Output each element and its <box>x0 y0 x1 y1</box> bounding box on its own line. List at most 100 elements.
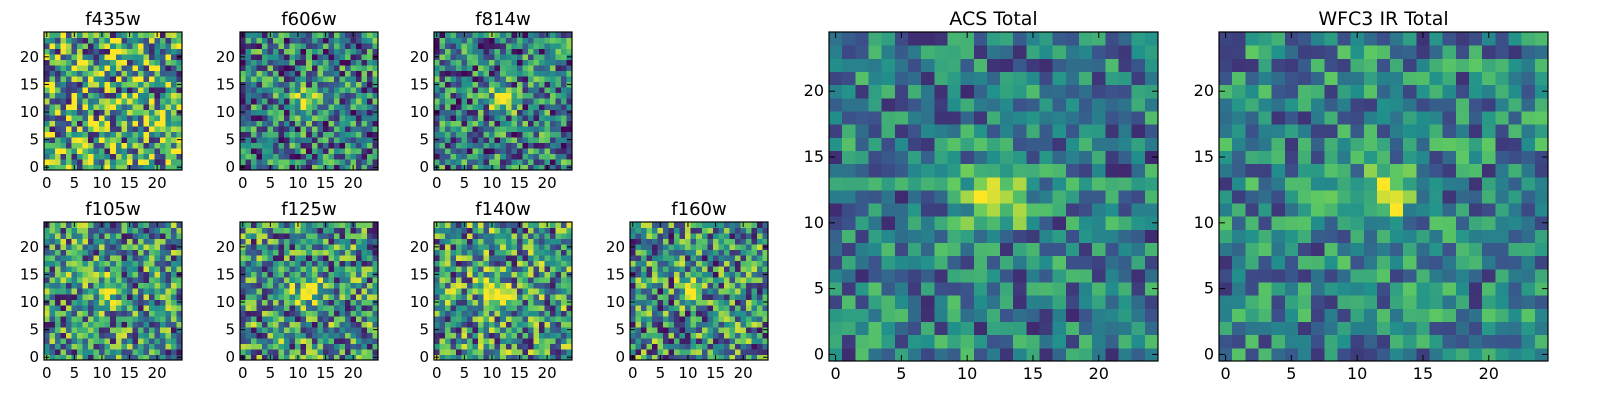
heatmap-cell <box>77 142 84 149</box>
heatmap-cell <box>165 260 172 267</box>
heatmap-cell <box>511 76 518 83</box>
heatmap-cell <box>159 337 166 344</box>
heatmap-cell <box>240 120 247 127</box>
heatmap-cell <box>60 142 67 149</box>
heatmap-cell <box>143 103 150 110</box>
heatmap-cell <box>317 136 324 143</box>
heatmap-cell <box>110 348 117 355</box>
heatmap-cell <box>1092 308 1106 323</box>
heatmap-cell <box>1079 229 1093 244</box>
heatmap-cell <box>652 299 659 306</box>
heatmap-cell <box>311 120 318 127</box>
heatmap-cell <box>505 277 512 284</box>
heatmap-cell <box>646 255 653 262</box>
heatmap-cell <box>289 103 296 110</box>
heatmap-cell <box>516 227 523 234</box>
heatmap-cell <box>566 304 573 311</box>
heatmap-cell <box>1144 295 1159 309</box>
heatmap-cell <box>132 337 139 344</box>
heatmap-cell <box>267 114 274 121</box>
heatmap-cell <box>322 98 329 105</box>
heatmap-cell <box>555 227 562 234</box>
heatmap-cell <box>121 109 128 116</box>
heatmap-cell <box>472 59 479 66</box>
heatmap-cell <box>450 54 457 61</box>
heatmap-cell <box>630 277 637 284</box>
heatmap-cell <box>311 348 318 355</box>
heatmap-cell <box>500 142 507 149</box>
heatmap-cell <box>881 321 896 336</box>
heatmap-cell <box>690 238 697 245</box>
heatmap-cell <box>489 293 496 300</box>
heatmap-cell <box>278 92 285 99</box>
heatmap-cell <box>159 136 166 143</box>
axes-frame <box>239 31 379 171</box>
heatmap-cell <box>82 120 89 127</box>
heatmap-cell <box>71 147 78 154</box>
heatmap-cell <box>657 255 664 262</box>
heatmap-cell <box>317 332 324 339</box>
heatmap-cell <box>842 216 856 230</box>
heatmap-cell <box>121 136 128 143</box>
heatmap-cell <box>44 282 51 289</box>
heatmap-cell <box>685 337 692 344</box>
heatmap-cell <box>148 282 155 289</box>
heatmap-cell <box>295 125 302 132</box>
heatmap-cell <box>60 109 67 116</box>
heatmap-cell <box>44 260 51 267</box>
heatmap-cell <box>445 70 452 77</box>
heatmap-cell <box>333 238 340 245</box>
heatmap-cell <box>289 282 296 289</box>
heatmap-cell <box>66 70 73 77</box>
heatmap-cell <box>284 54 291 61</box>
heatmap-cell <box>350 136 357 143</box>
heatmap-cell <box>311 125 318 132</box>
heatmap-cell <box>718 271 725 278</box>
heatmap-cell <box>278 147 285 154</box>
heatmap-cell <box>267 59 274 66</box>
heatmap-cell <box>66 37 73 44</box>
heatmap-cell <box>729 310 736 317</box>
heatmap-cell <box>555 288 562 295</box>
heatmap-cell <box>311 98 318 105</box>
heatmap-cell <box>1013 268 1027 283</box>
heatmap-cell <box>115 81 122 88</box>
heatmap-cell <box>350 315 357 322</box>
heatmap-cell <box>1052 229 1067 244</box>
heatmap-cell <box>907 268 922 283</box>
heatmap-cell <box>461 337 468 344</box>
heatmap-cell <box>289 136 296 143</box>
heatmap-cell <box>93 310 100 317</box>
heatmap-cell <box>278 277 285 284</box>
heatmap-cell <box>240 227 247 234</box>
heatmap-cell <box>555 98 562 105</box>
heatmap-cell <box>148 131 155 138</box>
heatmap-cell <box>322 310 329 317</box>
y-tick-label: 0 <box>419 158 429 176</box>
heatmap-cell <box>311 147 318 154</box>
heatmap-cell <box>1039 150 1054 165</box>
heatmap-cell <box>60 299 67 306</box>
heatmap-cell <box>500 227 507 234</box>
heatmap-cell <box>472 32 479 39</box>
heatmap-cell <box>344 348 351 355</box>
heatmap-cell <box>339 315 346 322</box>
heatmap-cell <box>66 222 73 229</box>
heatmap-cell <box>366 164 373 171</box>
heatmap-cell <box>472 255 479 262</box>
heatmap-cell <box>295 249 302 256</box>
heatmap-cell <box>350 348 357 355</box>
heatmap-cell <box>300 315 307 322</box>
heatmap-cell <box>300 233 307 240</box>
heatmap-cell <box>472 43 479 50</box>
heatmap-cell <box>137 109 144 116</box>
heatmap-cell <box>322 277 329 284</box>
heatmap-cell <box>333 282 340 289</box>
heatmap-cell <box>159 244 166 251</box>
heatmap-cell <box>685 315 692 322</box>
heatmap-cell <box>986 308 1001 323</box>
heatmap-cell <box>555 304 562 311</box>
heatmap-cell <box>445 343 452 350</box>
heatmap-cell <box>306 271 313 278</box>
heatmap-cell <box>461 315 468 322</box>
